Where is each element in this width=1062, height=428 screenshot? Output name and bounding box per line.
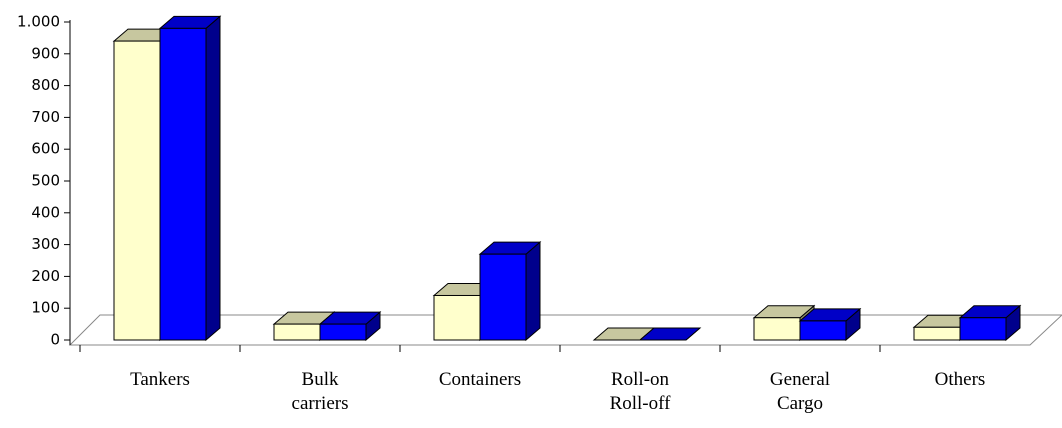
x-tick-label: Tankers (130, 369, 190, 390)
y-tick-label: 900 (31, 44, 60, 62)
x-tick-label: General Cargo (769, 369, 831, 414)
x-tick-label: Others (934, 369, 986, 390)
bar (959, 317, 1007, 341)
bar (159, 27, 207, 341)
x-tick-label: Containers (438, 369, 522, 390)
floor (68, 314, 1062, 346)
y-tick-label: 800 (31, 76, 60, 94)
y-tick-label: 500 (31, 172, 60, 190)
bar (433, 294, 481, 341)
y-tick-label: 600 (31, 140, 60, 158)
y-tick-label: 1.000 (17, 13, 60, 31)
y-tick-label: 700 (31, 108, 60, 126)
bar (319, 323, 367, 341)
bar (913, 326, 961, 341)
y-tick-label: 200 (31, 267, 60, 285)
bar-side (205, 15, 221, 342)
bar (479, 253, 527, 341)
y-tick-label: 100 (31, 299, 60, 317)
bar (273, 323, 321, 341)
bar (113, 40, 161, 341)
x-tick-label: Bulk carriers (291, 369, 349, 414)
bar-top (638, 327, 702, 341)
y-tick-label: 0 (50, 331, 60, 349)
y-tick-label: 300 (31, 235, 60, 253)
bar-side (525, 241, 541, 342)
y-tick-label: 400 (31, 203, 60, 221)
bar (799, 320, 847, 341)
bar (753, 317, 801, 341)
x-tick-label: Roll-on Roll-off (609, 369, 671, 414)
